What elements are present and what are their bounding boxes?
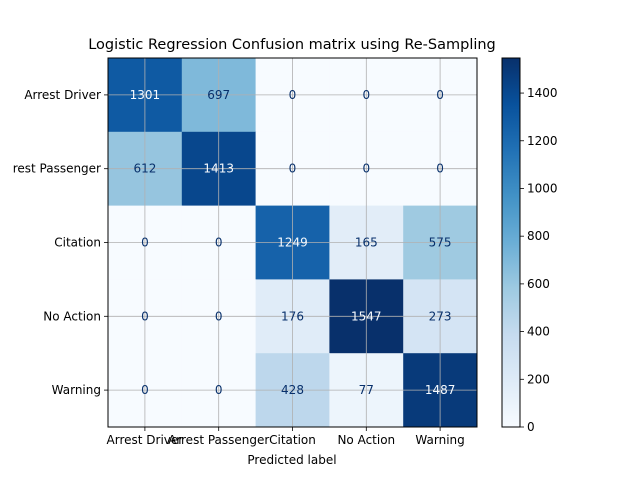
y-tick-label: Citation xyxy=(54,236,101,250)
cell-value-label: 1413 xyxy=(203,162,234,176)
cell-value-label: 0 xyxy=(215,383,223,397)
cell-value-label: 0 xyxy=(362,88,370,102)
cell-value-label: 0 xyxy=(141,383,149,397)
cell-value-label: 0 xyxy=(141,236,149,250)
colorbar-tick-label: 400 xyxy=(527,325,550,339)
colorbar-tick-label: 0 xyxy=(527,420,535,434)
x-tick-label: Arrest Passenger xyxy=(168,433,269,447)
cell-value-label: 612 xyxy=(133,162,156,176)
x-tick-label: Warning xyxy=(415,433,464,447)
cell-value-label: 428 xyxy=(281,383,304,397)
x-axis-label: Predicted label xyxy=(247,453,336,467)
colorbar-tick-label: 600 xyxy=(527,277,550,291)
chart-title: Logistic Regression Confusion matrix usi… xyxy=(88,37,496,53)
cell-value-label: 0 xyxy=(215,236,223,250)
cell-value-label: 0 xyxy=(289,88,297,102)
y-tick-label: Warning xyxy=(52,383,101,397)
grid-lines xyxy=(108,58,477,427)
colorbar-tick-label: 1000 xyxy=(527,181,558,195)
x-tick-label: No Action xyxy=(337,433,395,447)
x-tick-label: Arrest Driver xyxy=(107,433,184,447)
cell-value-label: 0 xyxy=(362,162,370,176)
cell-value-label: 77 xyxy=(359,383,374,397)
colorbar-tick-label: 200 xyxy=(527,372,550,386)
colorbar-tick-label: 1200 xyxy=(527,134,558,148)
y-tick-label: rest Passenger xyxy=(13,162,101,176)
colorbar-tick-label: 1400 xyxy=(527,86,558,100)
colorbar-ticks: 0 200 400 600 800 1000 1200 1400 xyxy=(520,86,558,434)
y-tick-label: Arrest Driver xyxy=(24,88,101,102)
cell-value-label: 1249 xyxy=(277,236,308,250)
cell-value-label: 0 xyxy=(215,309,223,323)
colorbar xyxy=(501,57,521,428)
cell-value-label: 697 xyxy=(207,88,230,102)
cell-value-label: 273 xyxy=(429,309,452,323)
cell-value-label: 0 xyxy=(141,309,149,323)
x-tick-label: Citation xyxy=(269,433,316,447)
cell-value-label: 1547 xyxy=(351,309,382,323)
cell-value-label: 1301 xyxy=(130,88,161,102)
colorbar-tick-label: 800 xyxy=(527,229,550,243)
cell-value-label: 165 xyxy=(355,236,378,250)
y-axis-ticks: Arrest Driver rest Passenger Citation No Ac… xyxy=(13,88,108,397)
cell-value-label: 0 xyxy=(436,88,444,102)
cell-value-label: 0 xyxy=(436,162,444,176)
y-tick-label: No Action xyxy=(43,309,101,323)
cell-value-label: 176 xyxy=(281,309,304,323)
cell-value-label: 575 xyxy=(429,236,452,250)
cell-value-label: 0 xyxy=(289,162,297,176)
cell-value-labels: 1301 697 0 0 0 612 1413 0 0 0 0 0 1249 165 575 0 0 176 154… xyxy=(130,88,456,397)
cell-value-label: 1487 xyxy=(425,383,456,397)
